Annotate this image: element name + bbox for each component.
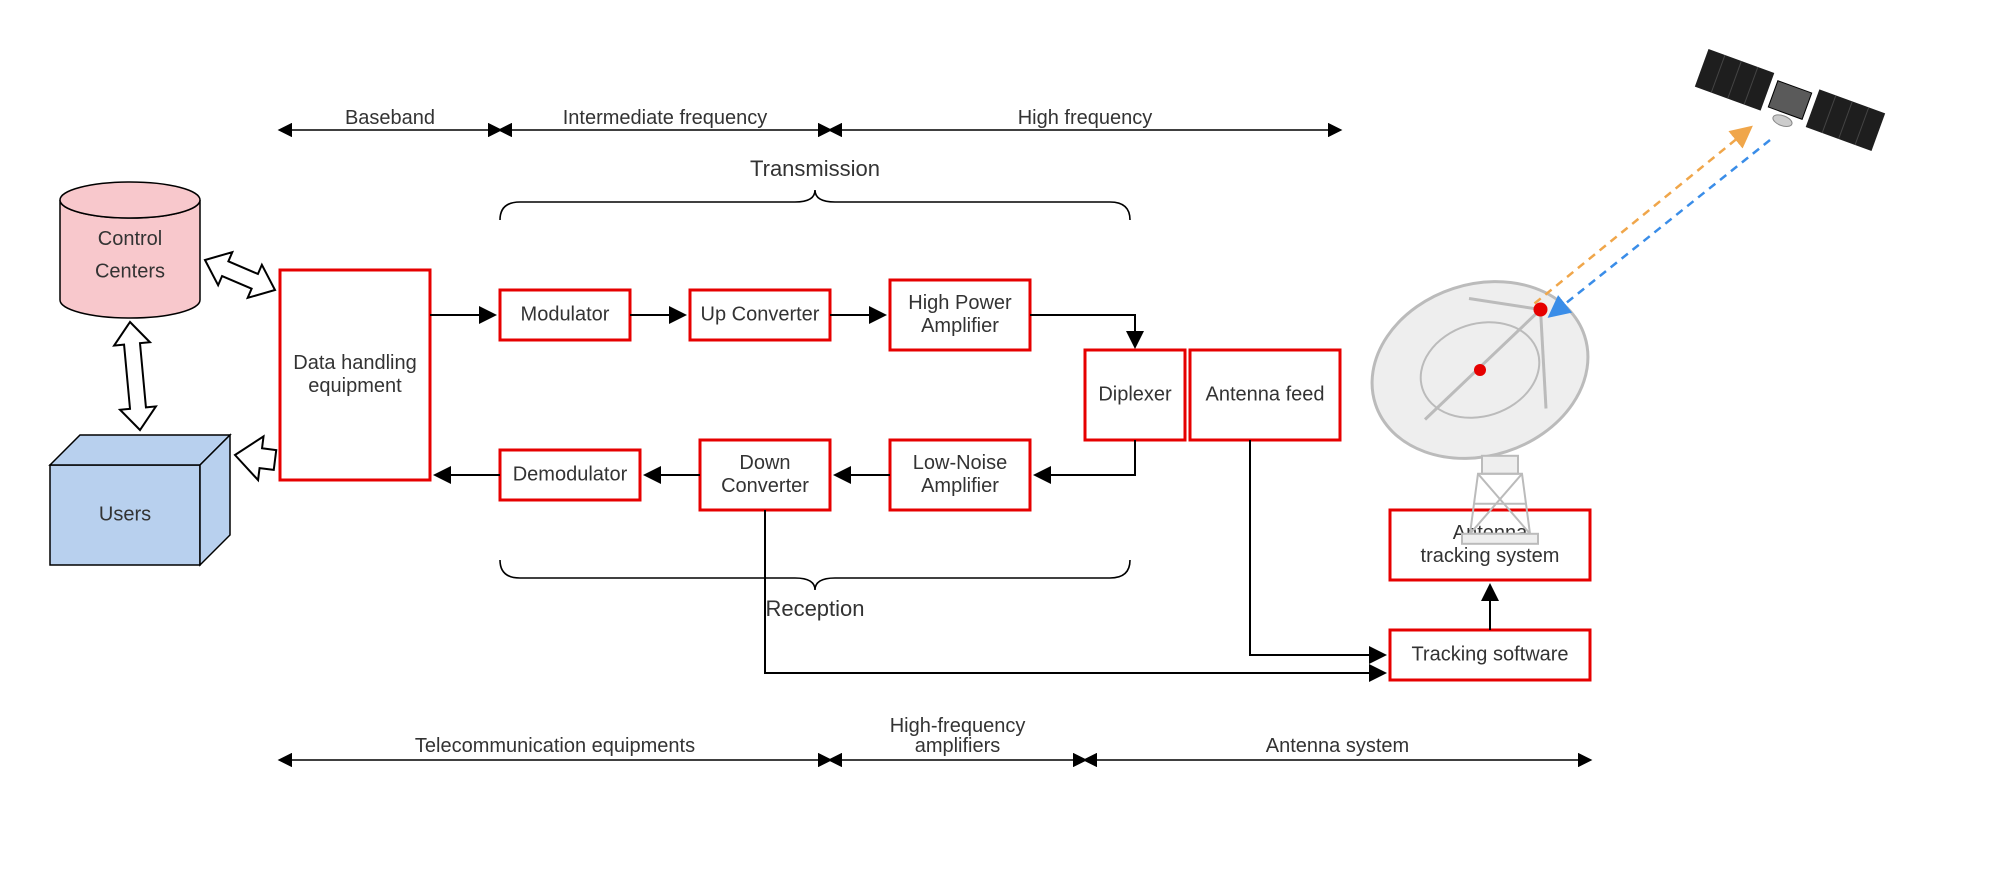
- bracket-rx: [500, 560, 1130, 590]
- axis-baseband-label: Baseband: [345, 107, 435, 129]
- users-cube-top: [50, 435, 230, 465]
- modulator-box-label: Modulator: [521, 303, 610, 325]
- arrow-dh-users: [235, 436, 276, 480]
- arrow-diplexer-lna: [1036, 440, 1135, 475]
- down-conv-box-label: Converter: [721, 475, 809, 497]
- lna-box-label: Low-Noise: [913, 452, 1007, 474]
- up-conv-box-label: Up Converter: [701, 303, 820, 325]
- bracket-tx: [500, 190, 1130, 220]
- arrow-rx-tracksw: [765, 510, 1384, 673]
- satellite: [1692, 49, 1885, 157]
- data-handling-box-label: Data handling: [293, 352, 416, 374]
- bracket-rx-label: Reception: [765, 596, 864, 621]
- axis-hf-label: High frequency: [1018, 107, 1153, 129]
- axis-telecom-label: Telecommunication equipments: [415, 735, 695, 757]
- axis-if-label: Intermediate frequency: [563, 107, 768, 129]
- axis-hf-amp-label: amplifiers: [915, 735, 1001, 757]
- data-handling-box-label: equipment: [308, 375, 402, 397]
- hpa-box-label: High Power: [908, 292, 1012, 314]
- axis-antenna-sys-label: Antenna system: [1266, 735, 1409, 757]
- tracksw-box-label: Tracking software: [1411, 643, 1568, 665]
- demod-box-label: Demodulator: [513, 463, 628, 485]
- uplink: [1535, 128, 1751, 304]
- arrow-feed-tracksw: [1250, 440, 1384, 655]
- arrow-cc-users: [114, 322, 156, 430]
- arrow-hpa-diplexer: [1030, 315, 1135, 346]
- antenna-feed-box-label: Antenna feed: [1206, 383, 1325, 405]
- bracket-tx-label: Transmission: [750, 156, 880, 181]
- diplexer-box-label: Diplexer: [1098, 383, 1172, 405]
- ats-box-label: tracking system: [1421, 545, 1560, 567]
- downlink: [1551, 140, 1771, 316]
- hpa-box-label: Amplifier: [921, 315, 999, 337]
- down-conv-box-label: Down: [739, 452, 790, 474]
- axis-hf-amp-label: High-frequency: [890, 715, 1026, 737]
- lna-box-label: Amplifier: [921, 475, 999, 497]
- arrow-cc-dh: [205, 252, 275, 298]
- users-label: Users: [99, 503, 151, 525]
- control-centers-label: Control: [98, 228, 162, 250]
- control-centers-top: [60, 182, 200, 218]
- control-centers-label: Centers: [95, 260, 165, 282]
